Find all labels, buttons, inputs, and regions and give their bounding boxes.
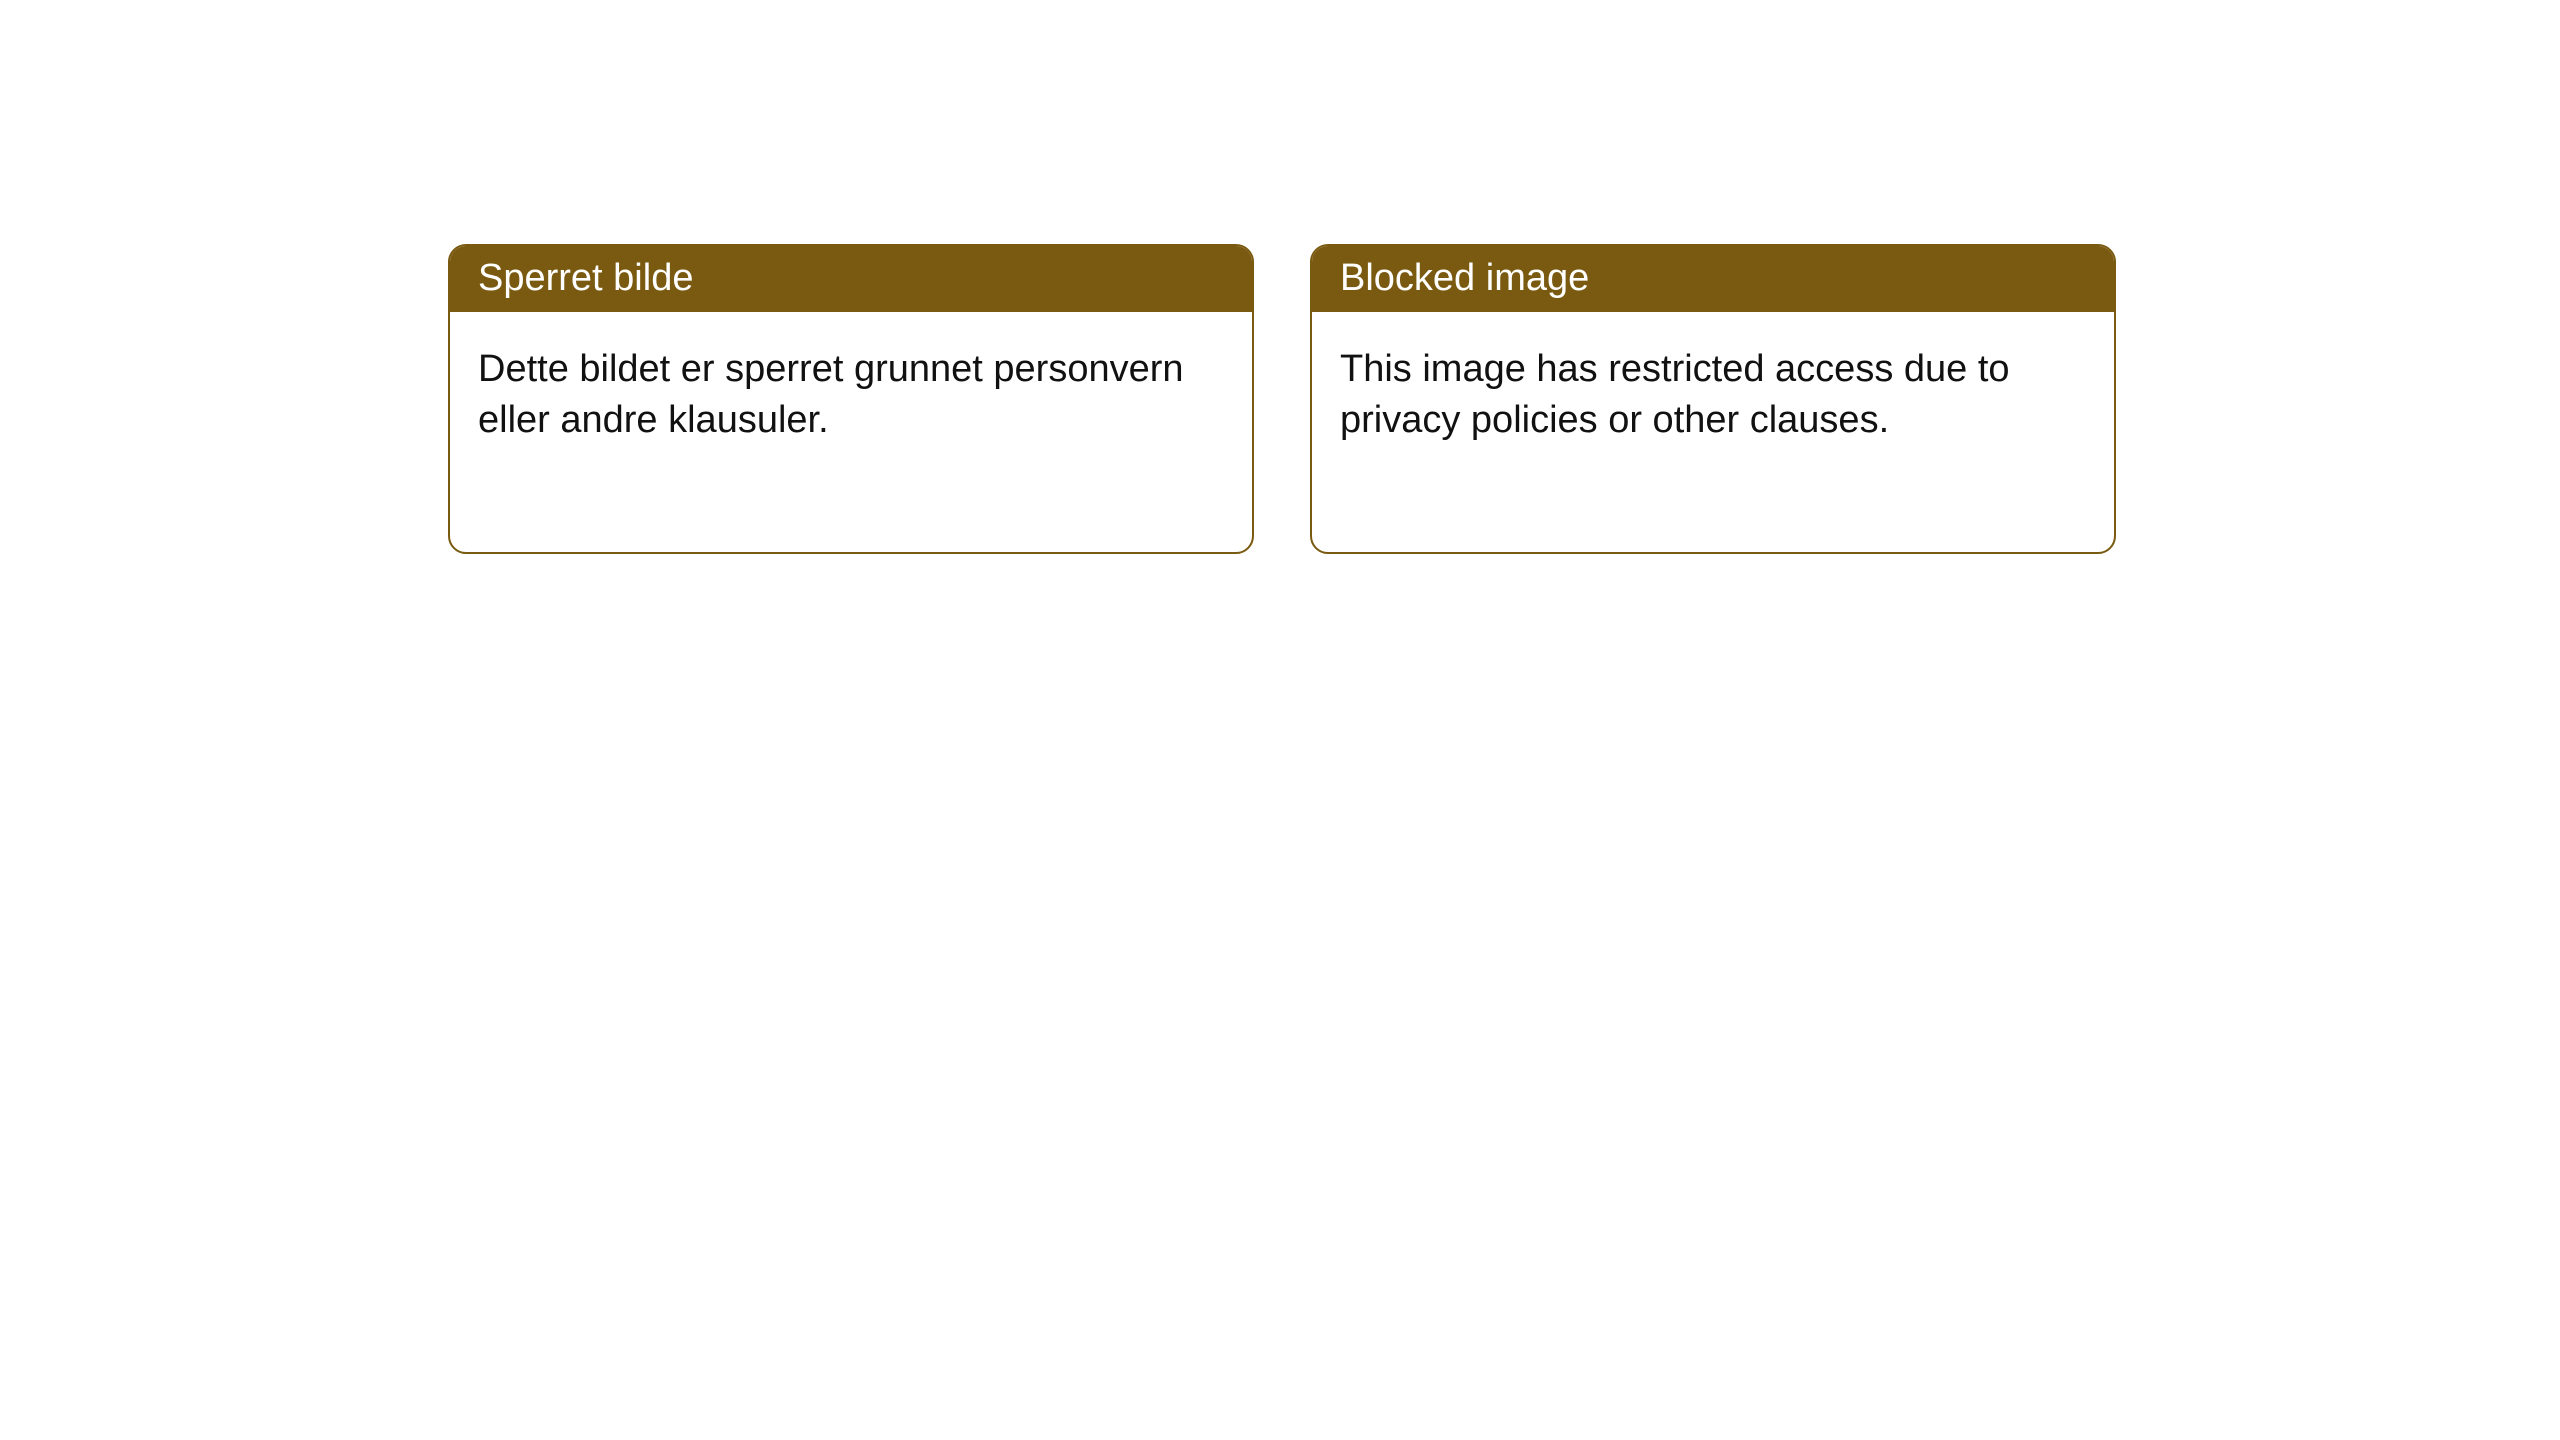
card-title: Sperret bilde <box>478 257 693 299</box>
notice-container: Sperret bilde Dette bildet er sperret gr… <box>448 244 2116 554</box>
card-title: Blocked image <box>1340 257 1589 299</box>
card-body: Dette bildet er sperret grunnet personve… <box>450 312 1252 552</box>
card-body-text: This image has restricted access due to … <box>1340 348 2010 441</box>
card-body-text: Dette bildet er sperret grunnet personve… <box>478 348 1184 441</box>
blocked-image-card-norwegian: Sperret bilde Dette bildet er sperret gr… <box>448 244 1254 554</box>
card-header: Blocked image <box>1312 246 2114 312</box>
blocked-image-card-english: Blocked image This image has restricted … <box>1310 244 2116 554</box>
card-body: This image has restricted access due to … <box>1312 312 2114 552</box>
card-header: Sperret bilde <box>450 246 1252 312</box>
